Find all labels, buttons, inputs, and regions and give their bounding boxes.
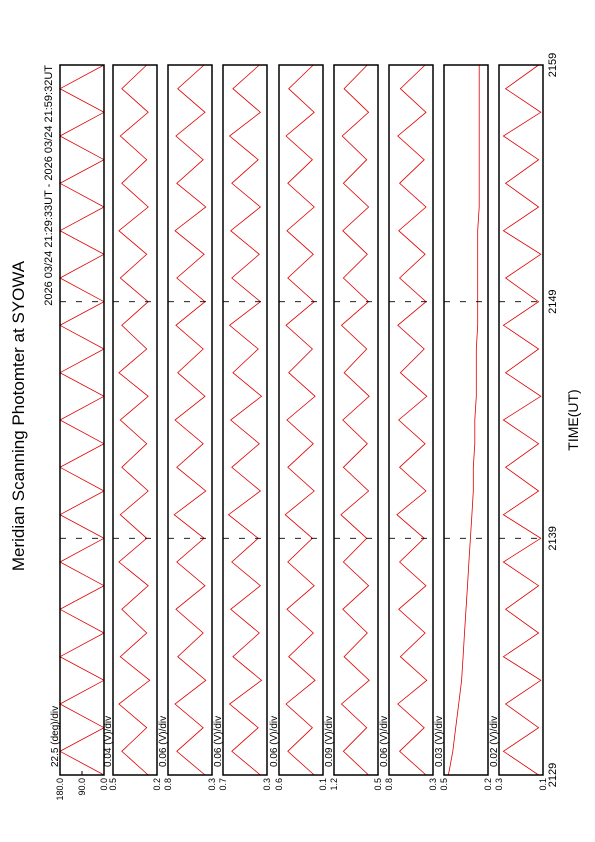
scale-label: 0.06 (V)/div (379, 716, 390, 767)
time-range: 2026 03/24 21:29:33UT - 2026 03/24 21:59… (43, 65, 55, 306)
data-line (396, 64, 428, 776)
y-tick-label: 1.2 (329, 778, 339, 791)
scale-label: 0.06 (V)/div (158, 716, 169, 767)
y-tick-label: 0.2 (483, 778, 493, 791)
data-line (284, 64, 316, 776)
y-tick-label: 0.6 (274, 778, 284, 791)
y-tick-label: 0.3 (494, 778, 504, 791)
y-tick-label: 180.0 (55, 778, 65, 801)
chart-title: Meridian Scanning Photomter at SYOWA (9, 260, 28, 571)
x-tick-label: 2139 (547, 526, 559, 550)
y-tick-label: 0.3 (262, 778, 272, 791)
scale-label: 0.03 (V)/div (434, 716, 445, 767)
y-tick-label: 0.2 (152, 778, 162, 791)
y-tick-label: 0.0 (99, 778, 109, 791)
x-axis-label: TIME(UT) (565, 389, 581, 450)
scale-label: 22.5 (deg)/div (50, 706, 61, 767)
panel-frame (222, 64, 268, 776)
scale-label: 0.02 (V)/div (489, 716, 500, 767)
y-tick-label: 0.5 (439, 778, 449, 791)
panel-frame (112, 64, 158, 776)
scale-label: 0.09 (V)/div (324, 716, 335, 767)
panel-frame (333, 64, 379, 776)
x-tick-label: 2129 (547, 763, 559, 787)
y-tick-label: 0.5 (373, 778, 383, 791)
x-tick-label: 2149 (547, 289, 559, 313)
y-tick-label: 90.0 (77, 778, 87, 796)
y-tick-label: 0.1 (318, 778, 328, 791)
y-tick-label: 0.3 (207, 778, 217, 791)
data-line (118, 64, 151, 776)
data-line (227, 64, 263, 776)
data-line (448, 65, 480, 776)
y-tick-label: 0.5 (108, 778, 118, 791)
x-tick-label: 2159 (547, 53, 559, 77)
scale-label: 0.06 (V)/div (213, 716, 224, 767)
data-line (502, 64, 542, 776)
y-tick-label: 0.7 (218, 778, 228, 791)
data-line (59, 64, 105, 776)
y-tick-label: 0.8 (163, 778, 173, 791)
y-tick-label: 0.1 (538, 778, 548, 791)
panel-frame (498, 64, 544, 776)
scale-label: 0.06 (V)/div (269, 716, 280, 767)
y-tick-label: 0.8 (384, 778, 394, 791)
panel-frame (388, 64, 434, 776)
panel-frame (443, 64, 489, 776)
data-line (173, 64, 207, 776)
panel-frame (278, 64, 324, 776)
scale-label: 0.04 (V)/div (103, 716, 114, 767)
panel-frame (167, 64, 213, 776)
data-line (340, 64, 370, 776)
y-tick-label: 0.3 (428, 778, 438, 791)
